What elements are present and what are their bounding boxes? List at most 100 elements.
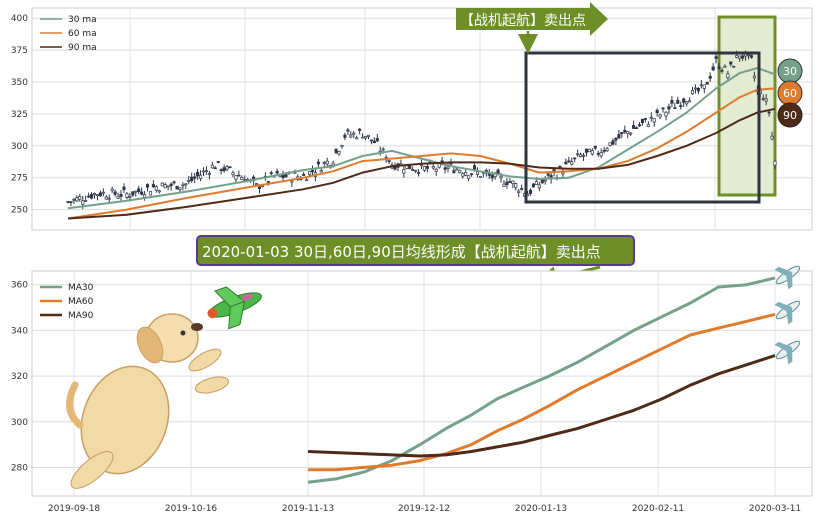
- candle-body: [659, 115, 661, 117]
- candle-body: [479, 176, 481, 177]
- candle-body: [618, 134, 620, 138]
- bottom-y-tick-label: 320: [11, 372, 28, 382]
- candle-body: [320, 171, 322, 172]
- candle-body: [135, 191, 137, 192]
- candle-body: [562, 172, 564, 174]
- candle-body: [470, 174, 472, 175]
- legend-ma30: MA30: [68, 283, 94, 293]
- candle-body: [730, 62, 732, 64]
- candle-body: [111, 189, 113, 190]
- candle-body: [305, 180, 307, 181]
- candle-body: [665, 112, 667, 116]
- candle-body: [223, 168, 225, 171]
- candle-body: [344, 135, 346, 137]
- candle-body: [170, 184, 172, 186]
- top-y-tick-label: 275: [11, 174, 28, 184]
- badge-90-label: 90: [783, 109, 797, 122]
- candle-body: [518, 191, 520, 192]
- candle-body: [674, 108, 676, 109]
- candle-body: [332, 163, 334, 165]
- candle-body: [573, 158, 575, 159]
- candle-body: [158, 191, 160, 192]
- candle-body: [199, 175, 201, 178]
- bottom-x-tick-label: 2020-03-11: [749, 504, 801, 514]
- candle-body: [653, 119, 655, 122]
- candle-body: [644, 118, 646, 119]
- candle-body: [193, 177, 195, 179]
- candle-body: [79, 197, 81, 200]
- candle-body: [123, 187, 125, 190]
- bottom-y-tick-label: 280: [11, 463, 28, 473]
- candle-body: [753, 76, 755, 78]
- candle-body: [129, 196, 131, 197]
- candle-body: [506, 182, 508, 185]
- candle-body: [535, 181, 537, 184]
- candle-body: [509, 182, 511, 183]
- candle-body: [621, 132, 623, 133]
- bottom-chart: 280300320340360 2019-09-18 2019-10-16 2019…: [11, 257, 812, 514]
- top-y-tick-label: 250: [11, 206, 28, 216]
- candle-body: [685, 102, 687, 104]
- candle-body: [238, 175, 240, 176]
- candle-body: [473, 166, 475, 169]
- candle-body: [188, 181, 190, 182]
- bottom-x-tick-label: 2019-09-18: [48, 504, 101, 514]
- candle-body: [126, 194, 128, 198]
- candle-body: [211, 165, 213, 168]
- candle-body: [96, 195, 98, 196]
- candle-body: [317, 162, 319, 164]
- bottom-y-tick-label: 360: [11, 281, 28, 291]
- candle-body: [417, 173, 419, 174]
- candle-body: [641, 119, 643, 122]
- candle-body: [515, 184, 517, 188]
- banner-text: 2020-01-03 30日,60日,90日均线形成【战机起航】卖出点: [202, 243, 601, 261]
- candle-body: [718, 67, 720, 69]
- candle-body: [73, 199, 75, 200]
- candle-body: [373, 141, 375, 143]
- candle-body: [232, 173, 234, 175]
- candle-body: [276, 171, 278, 173]
- candle-body: [571, 162, 573, 164]
- candle-body: [497, 170, 499, 174]
- candle-body: [697, 88, 699, 91]
- candle-body: [606, 149, 608, 151]
- candle-body: [765, 99, 767, 101]
- candle-body: [93, 193, 95, 194]
- candle-body: [67, 202, 69, 203]
- candle-body: [179, 188, 181, 190]
- candle-body: [712, 67, 714, 70]
- candle-body: [629, 133, 631, 134]
- candle-body: [703, 85, 705, 89]
- candle-body: [164, 185, 166, 188]
- candle-body: [220, 170, 222, 171]
- candle-body: [341, 145, 343, 146]
- candle-body: [541, 180, 543, 183]
- candle-body: [347, 130, 349, 131]
- candle-body: [426, 166, 428, 168]
- candle-body: [235, 176, 237, 180]
- candle-body: [146, 184, 148, 187]
- candle-body: [656, 110, 658, 112]
- candle-body: [117, 196, 119, 198]
- candle-body: [355, 138, 357, 139]
- candle-body: [255, 184, 257, 185]
- candle-body: [597, 153, 599, 154]
- candle-body: [647, 125, 649, 127]
- candle-body: [612, 141, 614, 145]
- candle-body: [721, 70, 723, 71]
- candle-body: [217, 161, 219, 162]
- candle-body: [615, 138, 617, 140]
- top-y-tick-label: 325: [11, 110, 28, 120]
- candle-body: [688, 101, 690, 102]
- candle-body: [411, 170, 413, 171]
- candle-body: [208, 173, 210, 174]
- bottom-y-ticks: 280300320340360: [11, 281, 28, 474]
- candle-body: [715, 57, 717, 59]
- top-y-tick-label: 400: [11, 14, 28, 24]
- legend-30ma: 30 ma: [68, 15, 97, 25]
- candle-body: [635, 128, 637, 129]
- candle-body: [532, 184, 534, 187]
- candle-body: [173, 182, 175, 183]
- candle-body: [291, 181, 293, 182]
